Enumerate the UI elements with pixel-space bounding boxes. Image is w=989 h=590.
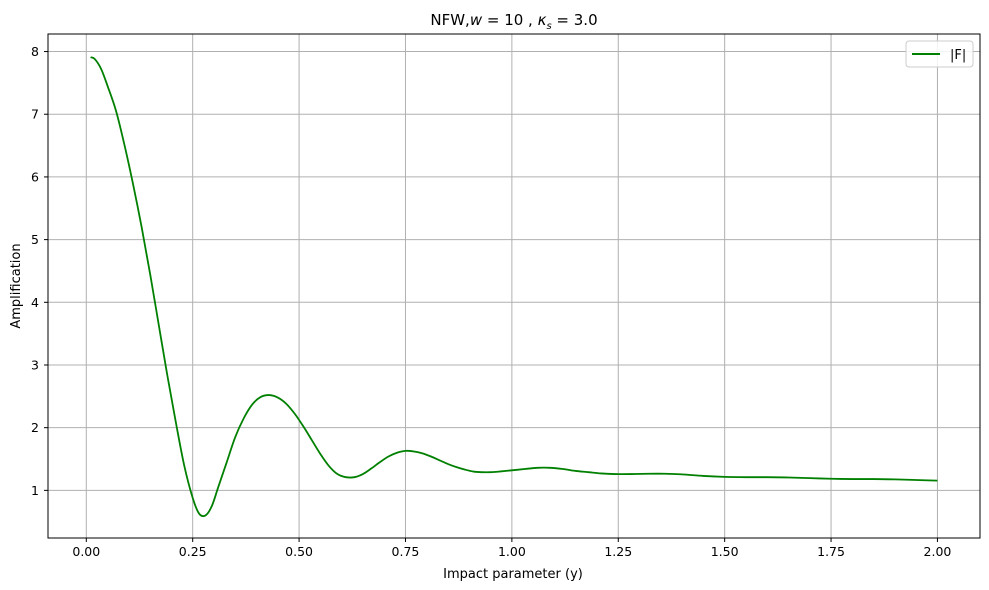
series-line <box>90 56 938 518</box>
x-tick-label: 1.00 <box>498 544 526 559</box>
title-w-value: = 10 , <box>482 11 538 29</box>
y-tick-label: 3 <box>31 357 39 372</box>
x-tick-label: 2.00 <box>924 544 952 559</box>
series-layer <box>90 56 938 518</box>
plot-frame <box>47 33 981 539</box>
x-tick-label: 0.75 <box>392 544 420 559</box>
title-w-symbol: w <box>470 11 483 29</box>
y-tick-label: 7 <box>31 107 39 122</box>
x-tick-label: 0.00 <box>72 544 100 559</box>
x-tick-label: 0.50 <box>285 544 313 559</box>
y-axis-label: Amplification <box>9 243 24 328</box>
y-tick-label: 5 <box>31 232 39 247</box>
x-axis-ticks: 0.00 0.25 0.50 0.75 1.00 1.25 1.50 1.75 2.00 <box>72 538 951 559</box>
x-tick-label: 0.25 <box>179 544 207 559</box>
y-tick-label: 2 <box>31 420 39 435</box>
legend-label: |F| <box>950 48 966 63</box>
y-tick-label: 8 <box>31 44 39 59</box>
legend: |F| <box>905 40 974 68</box>
chart-title: NFW,w = 10 , κs = 3.0 <box>430 11 597 32</box>
grid <box>48 34 980 538</box>
y-tick-label: 1 <box>31 483 39 498</box>
y-tick-label: 6 <box>31 169 39 184</box>
x-axis-label: Impact parameter (y) <box>443 567 583 582</box>
title-kappa-symbol: κ <box>538 11 547 29</box>
y-tick-label: 4 <box>31 295 39 310</box>
x-tick-label: 1.50 <box>711 544 739 559</box>
x-tick-label: 1.75 <box>817 544 845 559</box>
title-kappa-value: = 3.0 <box>552 11 598 29</box>
title-kappa-subscript: s <box>546 21 551 32</box>
x-tick-label: 1.25 <box>604 544 632 559</box>
title-prefix: NFW, <box>430 11 469 29</box>
y-axis-ticks: 1 2 3 4 5 6 7 8 <box>31 44 48 498</box>
